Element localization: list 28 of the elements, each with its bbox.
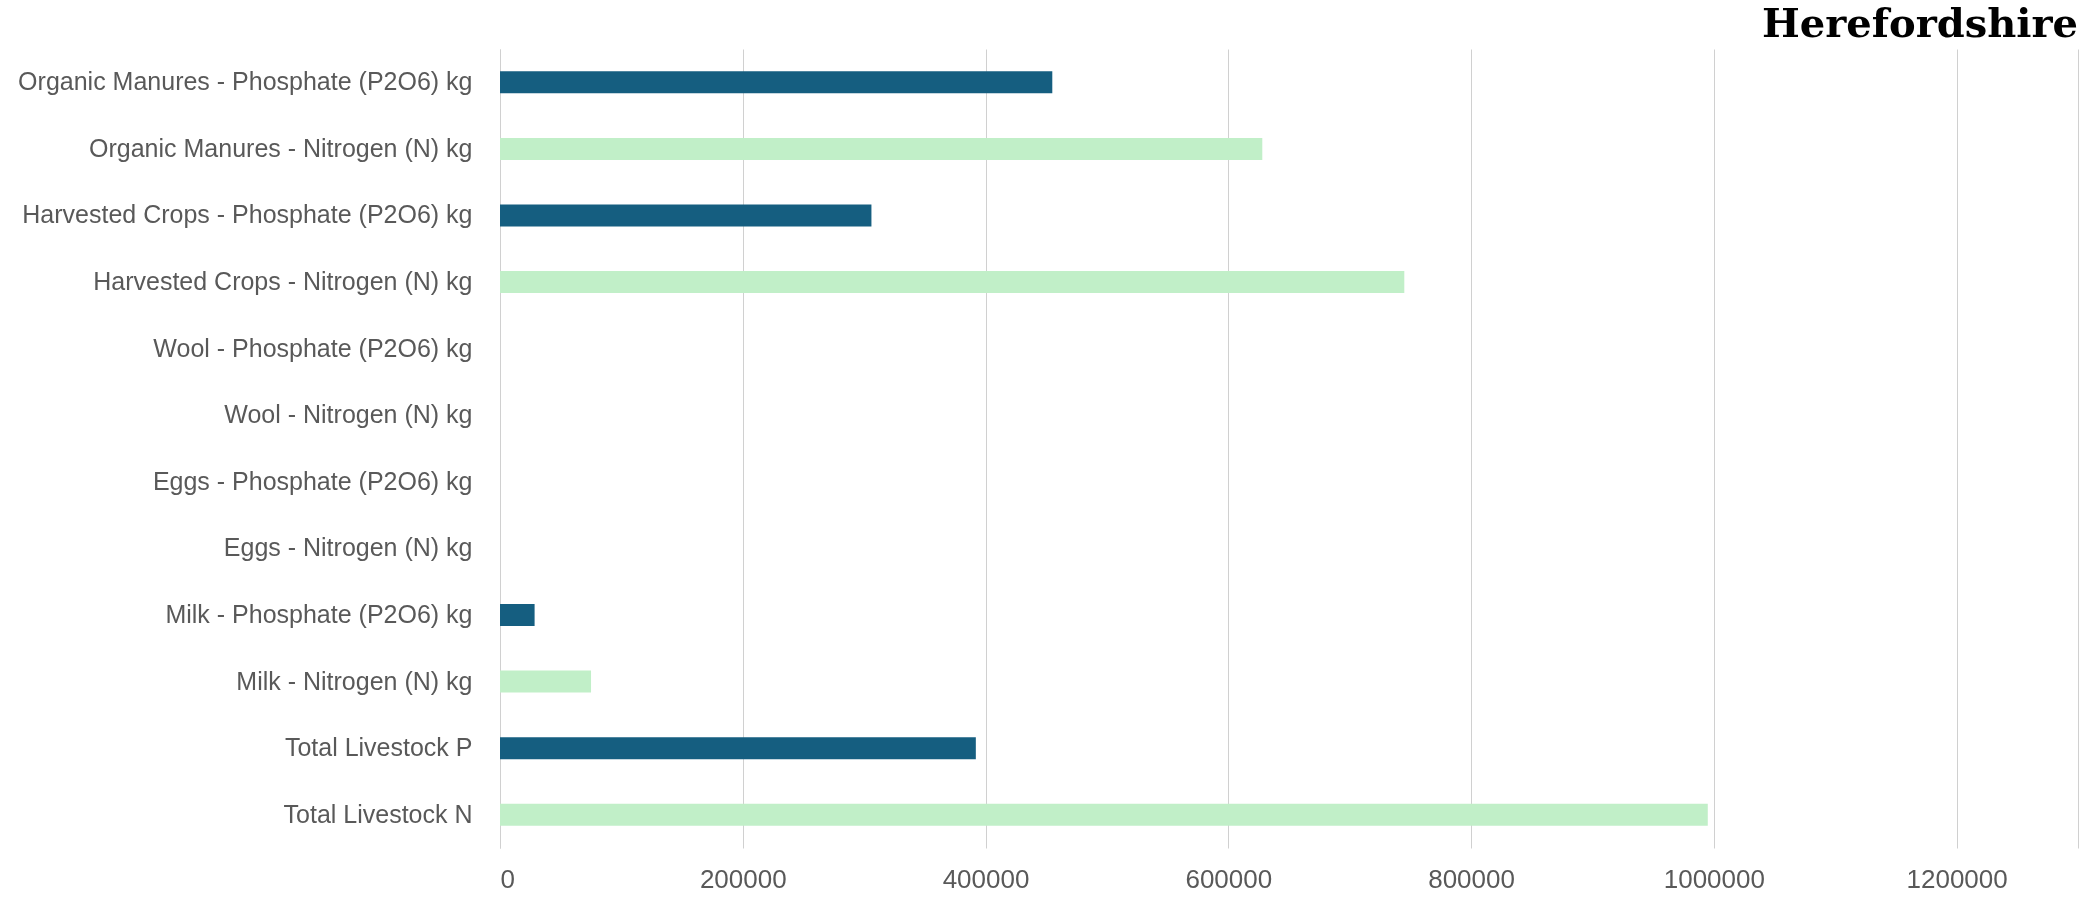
bar bbox=[500, 137, 1263, 160]
x-tick-label: 1000000 bbox=[1663, 863, 1765, 894]
y-tick-label: Milk - Phosphate (P2O6) kg bbox=[165, 599, 473, 628]
y-tick-label: Wool - Nitrogen (N) kg bbox=[224, 400, 473, 429]
bar bbox=[500, 71, 1053, 94]
bar bbox=[500, 603, 535, 626]
y-tick-label: Eggs - Phosphate (P2O6) kg bbox=[152, 466, 473, 495]
y-tick-label: Harvested Crops - Phosphate (P2O6) kg bbox=[22, 200, 473, 229]
y-tick-label: Harvested Crops - Nitrogen (N) kg bbox=[93, 267, 473, 296]
x-tick-label: 400000 bbox=[942, 863, 1030, 894]
y-tick-label: Eggs - Nitrogen (N) kg bbox=[223, 533, 473, 562]
y-tick-label: Organic Manures - Nitrogen (N) kg bbox=[89, 133, 473, 162]
y-tick-label: Organic Manures - Phosphate (P2O6) kg bbox=[18, 67, 473, 96]
y-tick-label: Milk - Nitrogen (N) kg bbox=[236, 666, 473, 695]
bar bbox=[500, 271, 1405, 294]
x-tick-label: 1200000 bbox=[1906, 863, 2008, 894]
bar bbox=[500, 737, 976, 760]
y-tick-label: Total Livestock P bbox=[284, 733, 473, 762]
bar bbox=[500, 803, 1708, 826]
x-tick-label: 0 bbox=[500, 863, 515, 894]
chart-title: Herefordshire bbox=[1761, 0, 2078, 46]
x-tick-label: 200000 bbox=[699, 863, 787, 894]
bar bbox=[500, 204, 872, 227]
x-tick-label: 600000 bbox=[1185, 863, 1273, 894]
y-tick-label: Total Livestock N bbox=[283, 799, 473, 828]
y-tick-label: Wool - Phosphate (P2O6) kg bbox=[153, 333, 473, 362]
bar bbox=[500, 670, 592, 693]
x-tick-label: 800000 bbox=[1428, 863, 1515, 894]
